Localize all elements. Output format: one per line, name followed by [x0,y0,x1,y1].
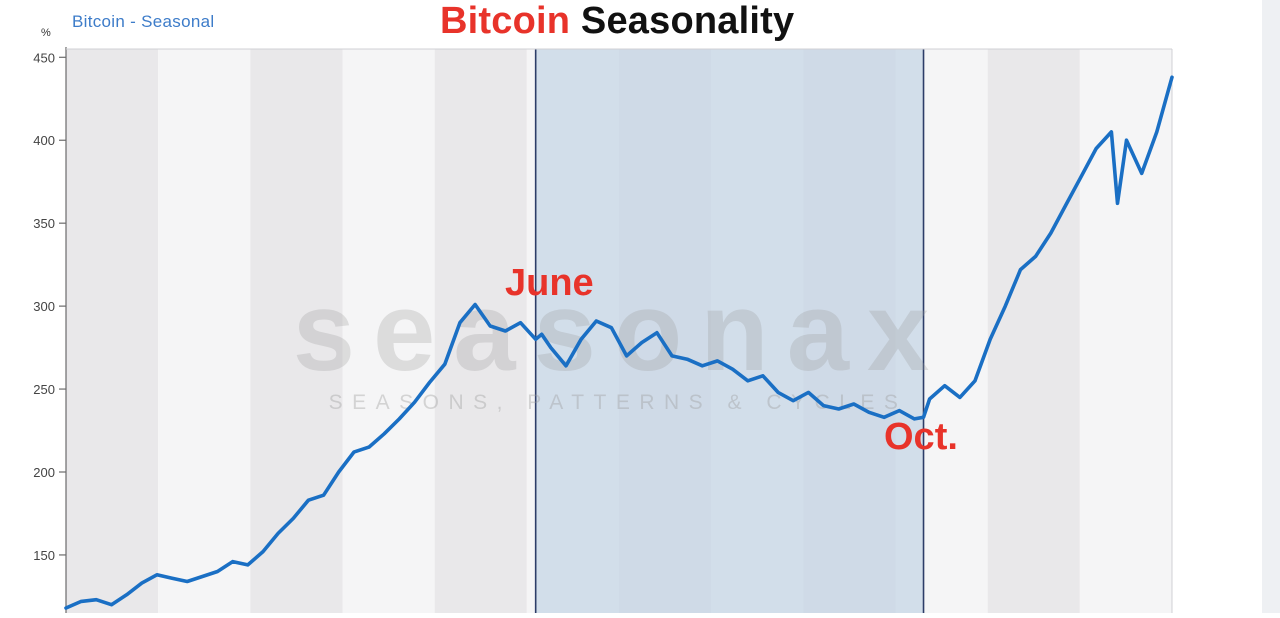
y-tick-label: 200 [33,465,55,480]
watermark-brand: seasonax [293,269,948,394]
y-tick-label: 350 [33,216,55,231]
watermark-tagline: SEASONS, PATTERNS & CYCLES [329,391,908,414]
callout-oct: Oct. [884,416,958,458]
month-band [342,49,435,613]
y-tick-label: 400 [33,133,55,148]
title-accent-word: Bitcoin [440,0,571,42]
chart-title: Bitcoin Seasonality [440,0,794,43]
series-line-bitcoin [64,75,1174,610]
title-rest: Seasonality [570,0,795,42]
y-tick-label: 250 [33,382,55,397]
month-band [987,49,1080,613]
month-band [66,49,159,613]
month-band [1079,49,1172,613]
highlight-region [535,49,924,613]
y-tick-label: 300 [33,299,55,314]
callout-june: June [505,262,594,304]
y-tick-label: 150 [33,548,55,563]
y-tick-label: 450 [33,50,55,65]
y-unit-label: % [41,27,51,39]
axes: 150 200 250 300 350 400 450 [33,47,1173,613]
month-band [158,49,251,613]
window-edge [1262,0,1280,613]
month-band [250,49,343,613]
month-band [434,49,527,613]
series-legend: Bitcoin - Seasonal [72,12,215,31]
